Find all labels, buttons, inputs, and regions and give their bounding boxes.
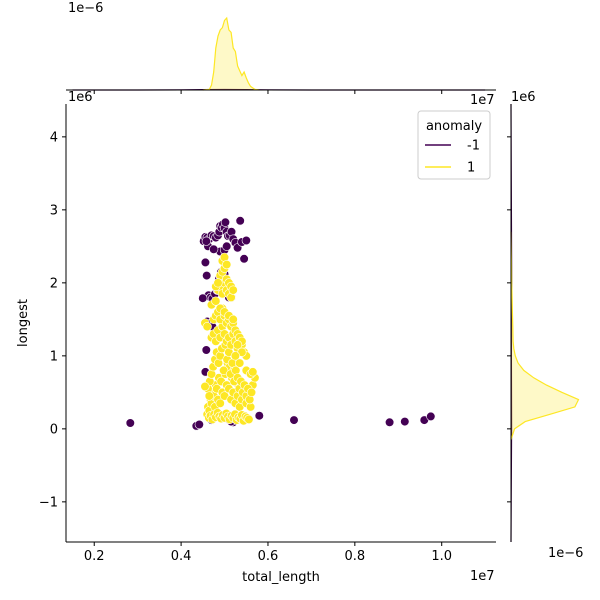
scatter-point-1 xyxy=(228,314,238,325)
scatter-point-1 xyxy=(246,387,257,398)
y-tick-label: 0 xyxy=(50,422,58,437)
right-density-line-1 xyxy=(510,231,580,440)
x-tick-label: 0.6 xyxy=(258,549,279,564)
scatter-point-1 xyxy=(235,358,245,368)
scatter-point-1 xyxy=(222,260,232,270)
scatter-point-1 xyxy=(204,391,214,401)
y-tick-label: 4 xyxy=(50,130,58,145)
scatter-point-1 xyxy=(244,414,254,425)
scatter-point--1 xyxy=(209,244,219,254)
scatter-point--1 xyxy=(194,419,204,430)
top-density-line-1 xyxy=(202,16,260,91)
scatter-point--1 xyxy=(385,417,395,427)
x-tick-label: 0.2 xyxy=(84,549,105,564)
y-tick-label: 1 xyxy=(50,349,58,364)
scatter-point--1 xyxy=(198,293,208,303)
scatter-point-1 xyxy=(248,367,258,377)
scatter-point--1 xyxy=(202,271,212,281)
scatter-point--1 xyxy=(241,235,251,246)
x-tick-label: 0.8 xyxy=(344,549,365,564)
scatter-point--1 xyxy=(125,418,135,428)
scatter-point--1 xyxy=(289,415,299,425)
y-tick-label: −1 xyxy=(39,495,58,510)
x-axis-label: total_length xyxy=(242,570,320,585)
scatter-point--1 xyxy=(426,411,436,422)
scatter-point--1 xyxy=(400,417,410,427)
scatter-point-1 xyxy=(233,340,243,350)
top-marginal-density: 1e−6 xyxy=(66,1,496,91)
y-tick-label: 2 xyxy=(50,276,58,291)
scatter-point-1 xyxy=(228,285,238,295)
scatter-point--1 xyxy=(200,257,210,268)
legend-label-1: 1 xyxy=(467,161,475,176)
scatter-point--1 xyxy=(222,241,232,251)
x-offset-label-bottom: 1e7 xyxy=(470,569,495,584)
x-offset-label: 1e7 xyxy=(470,93,495,108)
legend-label--1: -1 xyxy=(467,139,480,154)
legend-title: anomaly xyxy=(426,119,482,134)
x-tick-label: 1.0 xyxy=(431,549,452,564)
scatter-point--1 xyxy=(201,345,211,355)
right-marginal-density: 1e−6 xyxy=(510,103,583,561)
scatter-point--1 xyxy=(254,411,264,421)
main-scatter-plot: 0.2 0.4 0.6 0.8 1.0 −1 0 1 2 3 4 total_length lon… xyxy=(16,90,536,585)
scatter-point--1 xyxy=(235,216,245,226)
top-density-fill-1 xyxy=(202,18,260,90)
legend: anomaly -1 1 xyxy=(417,110,491,180)
y-tick-label: 3 xyxy=(50,203,58,218)
y-offset-label: 1e6 xyxy=(68,90,93,105)
scatter-point-1 xyxy=(215,398,225,408)
top-marginal-offset-label: 1e−6 xyxy=(68,1,103,16)
scatter-point--1 xyxy=(239,254,249,264)
right-marginal-offset-label: 1e−6 xyxy=(548,546,583,561)
scatter-point--1 xyxy=(220,217,230,227)
scatter-point-1 xyxy=(200,381,210,392)
right-density-fill-1 xyxy=(511,231,579,440)
right-y-offset-label: 1e6 xyxy=(511,90,536,105)
legend-frame xyxy=(417,110,491,180)
scatter-point-1 xyxy=(230,351,240,361)
y-axis-label: longest xyxy=(16,299,31,347)
x-tick-label: 0.4 xyxy=(171,549,192,564)
scatter-point--1 xyxy=(201,236,211,246)
scatter-point-1 xyxy=(213,278,223,288)
scatter-point-1 xyxy=(202,322,212,332)
scatter-point-1 xyxy=(211,296,221,306)
